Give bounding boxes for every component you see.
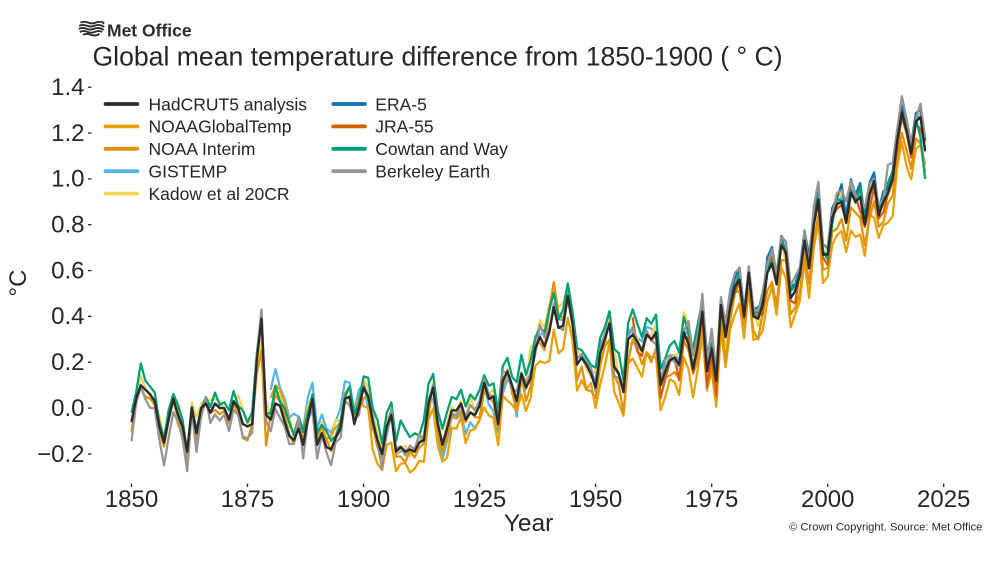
svg-text:1.2: 1.2 bbox=[51, 120, 84, 147]
svg-text:Global mean temperature differ: Global mean temperature difference from … bbox=[93, 42, 783, 72]
svg-text:© Crown Copyright. Source: Met: © Crown Copyright. Source: Met Office bbox=[789, 522, 982, 534]
svg-text:0.4: 0.4 bbox=[51, 303, 84, 330]
svg-text:Kadow et al 20CR: Kadow et al 20CR bbox=[149, 184, 290, 204]
svg-text:Year: Year bbox=[504, 510, 554, 537]
svg-text:1975: 1975 bbox=[685, 486, 738, 513]
svg-text:1950: 1950 bbox=[569, 486, 622, 513]
svg-text:°C: °C bbox=[5, 270, 32, 297]
svg-text:0.6: 0.6 bbox=[51, 257, 84, 284]
svg-text:ERA-5: ERA-5 bbox=[375, 94, 427, 114]
svg-text:Cowtan and Way: Cowtan and Way bbox=[375, 139, 508, 159]
svg-text:NOAA Interim: NOAA Interim bbox=[149, 139, 256, 159]
svg-text:Met Office: Met Office bbox=[107, 20, 192, 40]
svg-text:1.4: 1.4 bbox=[51, 74, 84, 101]
svg-text:GISTEMP: GISTEMP bbox=[149, 162, 228, 182]
svg-text:1875: 1875 bbox=[221, 486, 274, 513]
svg-text:1850: 1850 bbox=[105, 486, 158, 513]
svg-text:1925: 1925 bbox=[453, 486, 506, 513]
svg-text:JRA-55: JRA-55 bbox=[375, 117, 433, 137]
svg-text:1900: 1900 bbox=[337, 486, 390, 513]
svg-text:0.0: 0.0 bbox=[51, 395, 84, 422]
svg-text:1.0: 1.0 bbox=[51, 166, 84, 193]
svg-text:HadCRUT5 analysis: HadCRUT5 analysis bbox=[149, 94, 308, 114]
svg-text:0.2: 0.2 bbox=[51, 349, 84, 376]
svg-text:NOAAGlobalTemp: NOAAGlobalTemp bbox=[149, 117, 292, 137]
svg-text:2025: 2025 bbox=[917, 486, 970, 513]
svg-text:Berkeley Earth: Berkeley Earth bbox=[375, 162, 490, 182]
svg-text:−0.2: −0.2 bbox=[37, 441, 84, 468]
svg-text:2000: 2000 bbox=[801, 486, 854, 513]
svg-text:0.8: 0.8 bbox=[51, 212, 84, 239]
